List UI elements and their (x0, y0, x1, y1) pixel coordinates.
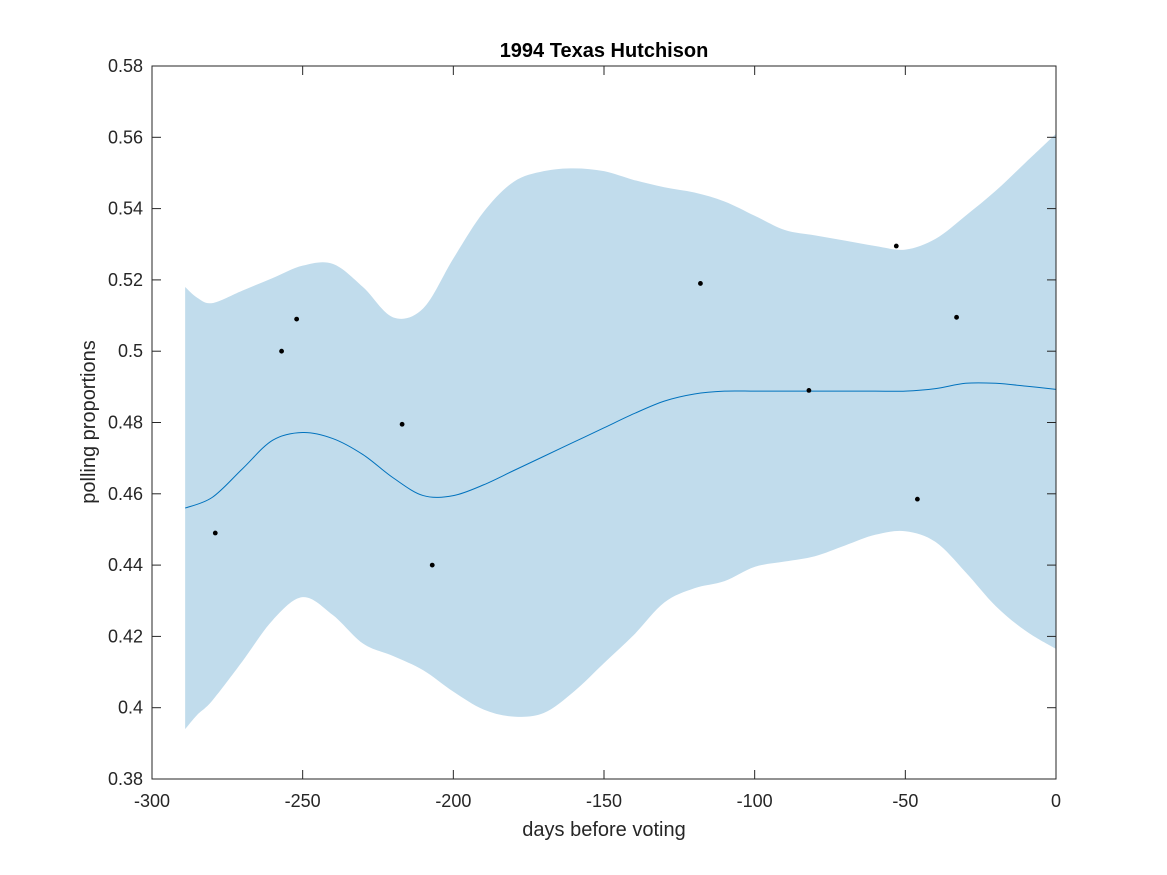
plot-area: -300 -250 -200 -150 -100 -50 0 0.38 0.4 0.42 0.44… (108, 56, 1061, 811)
x-tick-label: -300 (134, 791, 170, 811)
poll-point (914, 496, 920, 502)
poll-point (698, 281, 703, 286)
y-tick-label: 0.54 (108, 199, 143, 219)
mean-curve (184, 382, 1057, 509)
y-axis-label: polling proportions (78, 340, 100, 503)
y-tick-label: 0.42 (108, 626, 143, 646)
poll-point (954, 314, 959, 320)
poll-point (212, 530, 218, 536)
poll-point (399, 421, 405, 427)
poll-point (806, 388, 812, 393)
x-axis-label: days before voting (522, 819, 685, 841)
x-tick-label: 0 (1051, 791, 1061, 811)
x-tick-label: -200 (435, 791, 471, 811)
y-tick-label: 0.44 (108, 555, 143, 575)
y-tick-label: 0.48 (108, 413, 143, 433)
x-axis-ticks: -300 -250 -200 -150 -100 -50 0 (134, 66, 1061, 811)
y-tick-label: 0.5 (118, 341, 143, 361)
y-tick-label: 0.52 (108, 270, 143, 290)
poll-points (212, 243, 959, 568)
y-axis-ticks: 0.38 0.4 0.42 0.44 0.46 0.48 0.5 0.52 0.54 0.56 0.… (108, 56, 1056, 789)
x-tick-label: -50 (892, 791, 918, 811)
y-tick-label: 0.4 (118, 698, 143, 718)
y-tick-label: 0.56 (108, 127, 143, 147)
poll-point (294, 316, 300, 322)
x-tick-label: -250 (285, 791, 321, 811)
confidence-band (185, 133, 1056, 730)
x-tick-label: -150 (586, 791, 622, 811)
y-tick-label: 0.46 (108, 484, 143, 504)
poll-point (279, 348, 284, 354)
poll-point (429, 562, 435, 568)
chart-title: 1994 Texas Hutchison (500, 40, 709, 62)
poll-point (893, 243, 899, 249)
x-tick-label: -100 (737, 791, 773, 811)
y-tick-label: 0.58 (108, 56, 143, 76)
y-tick-label: 0.38 (108, 769, 143, 789)
